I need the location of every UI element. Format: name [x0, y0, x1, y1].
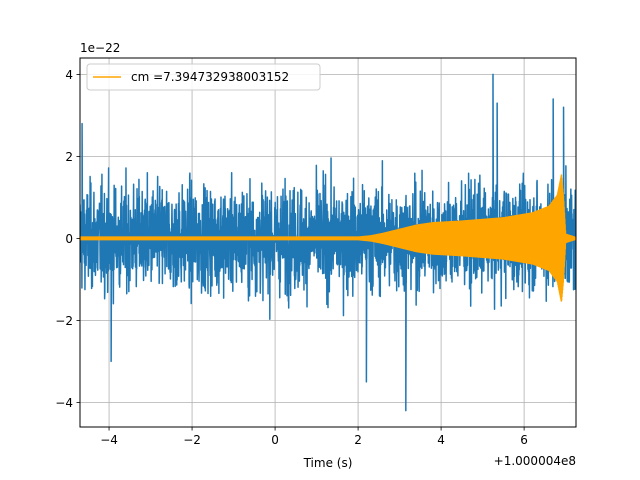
noise-series-line — [80, 73, 576, 412]
legend: cm =7.394732938003152 — [86, 63, 321, 91]
x-axis-offset-label: +1.000004e8 — [494, 454, 576, 468]
y-tick-label: 2 — [65, 150, 73, 164]
legend-entry-template: cm =7.394732938003152 — [131, 70, 289, 84]
y-tick-label: −2 — [55, 314, 73, 328]
x-tick-label: 6 — [520, 433, 528, 447]
x-axis-label: Time (s) — [303, 456, 353, 470]
x-axis-ticks: −4 −2 0 2 4 6 — [100, 427, 528, 447]
x-tick-label: −2 — [183, 433, 201, 447]
x-tick-label: 2 — [354, 433, 362, 447]
legend-box — [86, 63, 321, 91]
axes-frame — [79, 57, 577, 428]
y-axis-ticks: −4 −2 0 2 4 — [55, 68, 80, 410]
x-tick-label: −4 — [100, 433, 118, 447]
template-series-line — [80, 174, 576, 302]
x-tick-label: 4 — [437, 433, 445, 447]
y-tick-label: 4 — [65, 68, 73, 82]
y-tick-label: −4 — [55, 396, 73, 410]
y-tick-label: 0 — [65, 232, 73, 246]
x-tick-label: 0 — [271, 433, 279, 447]
y-axis-scale-label: 1e−22 — [80, 41, 120, 55]
